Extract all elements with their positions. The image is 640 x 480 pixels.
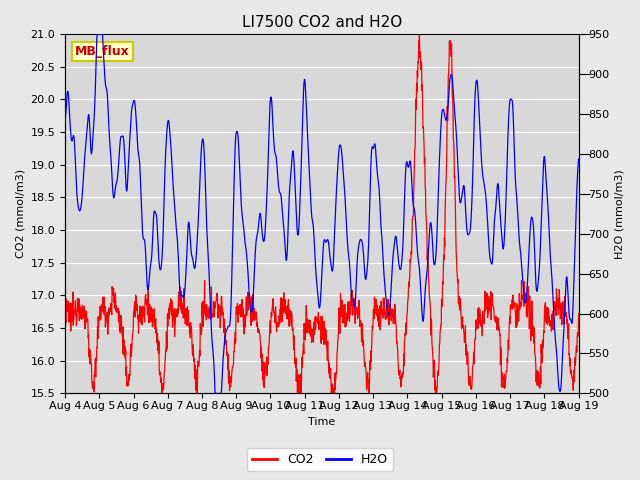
Legend: CO2, H2O: CO2, H2O: [247, 448, 393, 471]
Y-axis label: H2O (mmol/m3): H2O (mmol/m3): [615, 169, 625, 259]
Title: LI7500 CO2 and H2O: LI7500 CO2 and H2O: [242, 15, 402, 30]
Y-axis label: CO2 (mmol/m3): CO2 (mmol/m3): [15, 169, 25, 258]
X-axis label: Time: Time: [308, 417, 335, 427]
Text: MB_flux: MB_flux: [76, 45, 130, 58]
